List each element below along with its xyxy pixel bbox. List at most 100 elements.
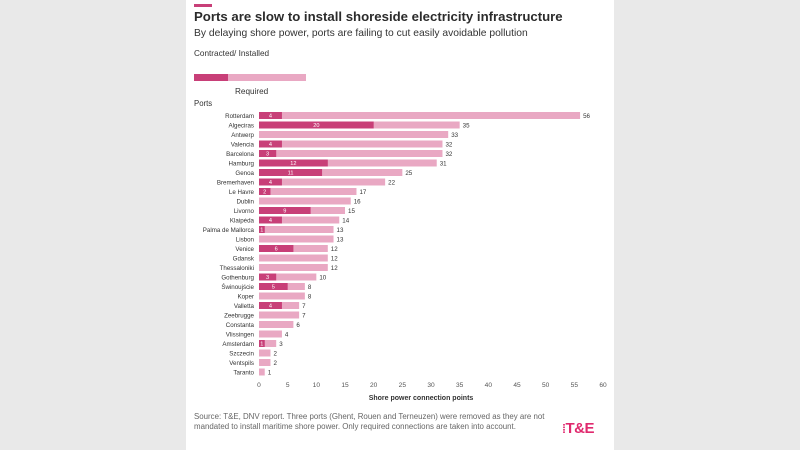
port-label: Bremerhaven	[217, 179, 255, 186]
contracted-bar	[259, 188, 271, 195]
required-value-label: 56	[583, 113, 590, 120]
required-bar	[259, 340, 277, 347]
contracted-value-label: 4	[269, 142, 272, 148]
port-label: Zeebrugge	[224, 312, 254, 319]
port-label: Venice	[235, 246, 254, 253]
legend-contracted-swatch	[194, 74, 228, 81]
required-bar	[259, 178, 386, 186]
port-label: Antwerp	[231, 132, 254, 139]
required-value-label: 33	[451, 132, 458, 139]
source-note: Source: T&E, DNV report. Three ports (Gh…	[194, 412, 545, 431]
required-bar	[259, 235, 334, 243]
required-value-label: 4	[285, 331, 289, 338]
contracted-bar	[259, 150, 277, 157]
required-bar	[259, 330, 282, 338]
port-label: Le Havre	[229, 189, 255, 196]
required-value-label: 14	[342, 217, 349, 224]
required-value-label: 25	[405, 170, 412, 177]
required-value-label: 2	[273, 360, 277, 367]
contracted-value-label: 3	[266, 275, 269, 281]
required-bar	[259, 112, 581, 119]
port-label: Hamburg	[229, 160, 255, 167]
chart-subtitle: By delaying shore power, ports are faili…	[194, 28, 528, 39]
contracted-bar	[259, 178, 282, 186]
port-label: Constanta	[226, 322, 255, 329]
required-value-label: 8	[308, 284, 312, 291]
contracted-bar	[259, 302, 282, 309]
contracted-value-label: 11	[288, 171, 294, 177]
required-bar	[259, 131, 449, 138]
logo-text: T&E	[565, 420, 595, 437]
contracted-bar	[259, 340, 265, 347]
required-value-label: 12	[331, 246, 338, 253]
contracted-bar	[259, 112, 282, 119]
port-label: Koper	[237, 293, 254, 300]
port-label: Klaipėda	[230, 217, 255, 224]
contracted-value-label: 5	[272, 285, 275, 291]
legend-required-label: Required	[235, 87, 269, 96]
required-bar	[259, 159, 437, 167]
required-bar	[259, 254, 328, 262]
required-value-label: 7	[302, 312, 306, 319]
required-bar	[259, 321, 294, 328]
required-value-label: 16	[354, 198, 361, 205]
required-bar	[259, 359, 271, 366]
contracted-bar	[259, 169, 323, 176]
contracted-bar	[259, 283, 288, 290]
x-tick-label: 45	[513, 382, 521, 389]
contracted-bar	[259, 140, 282, 148]
x-tick-label: 35	[456, 382, 464, 389]
contracted-bar	[259, 121, 374, 129]
required-value-label: 13	[337, 236, 344, 243]
contracted-value-label: 4	[269, 218, 272, 224]
contracted-value-label: 4	[269, 304, 272, 310]
port-label: Taranto	[233, 369, 254, 376]
required-bar	[259, 197, 351, 205]
port-label: Szczecin	[229, 350, 254, 357]
x-tick-label: 20	[370, 382, 378, 389]
port-label: Gdansk	[233, 255, 255, 262]
required-bar	[259, 311, 300, 319]
required-value-label: 12	[331, 265, 338, 272]
y-axis-title: Ports	[194, 99, 213, 108]
required-value-label: 32	[445, 151, 452, 158]
contracted-bar	[259, 216, 282, 224]
required-value-label: 13	[337, 227, 344, 234]
contracted-bar	[259, 245, 294, 252]
contracted-value-label: 4	[269, 114, 272, 120]
required-bar	[259, 216, 340, 224]
required-value-label: 8	[308, 293, 312, 300]
contracted-value-label: 3	[266, 152, 269, 158]
port-label: Barcelona	[226, 151, 254, 158]
port-label: Algeciras	[229, 122, 254, 129]
required-value-label: 6	[296, 322, 300, 329]
port-label: Gothenburg	[221, 274, 254, 281]
port-label: Dublin	[236, 198, 254, 205]
contracted-value-label: 6	[275, 247, 278, 253]
port-label: Livorno	[234, 208, 255, 215]
required-bar	[259, 140, 443, 148]
contracted-value-label: 12	[290, 161, 296, 167]
required-value-label: 2	[273, 350, 277, 357]
required-value-label: 12	[331, 255, 338, 262]
x-tick-label: 15	[341, 382, 349, 389]
required-bar	[259, 292, 305, 300]
required-value-label: 10	[319, 274, 326, 281]
required-value-label: 17	[359, 189, 366, 196]
logo-mark-icon: ⁞	[562, 422, 566, 436]
required-bar	[259, 169, 403, 176]
legend-required-swatch	[194, 74, 306, 81]
required-bar	[259, 349, 271, 357]
port-label: Valencia	[231, 141, 255, 148]
x-tick-label: 0	[257, 382, 261, 389]
port-label: Lisbon	[236, 236, 255, 243]
port-label: Ventspils	[229, 360, 254, 367]
required-bar	[259, 264, 328, 271]
required-value-label: 32	[445, 141, 452, 148]
port-label: Świnoujście	[221, 283, 254, 291]
required-value-label: 3	[279, 341, 283, 348]
legend-contracted-label: Contracted/ Installed	[194, 49, 270, 58]
required-bar	[259, 273, 317, 281]
required-bar	[259, 150, 443, 157]
